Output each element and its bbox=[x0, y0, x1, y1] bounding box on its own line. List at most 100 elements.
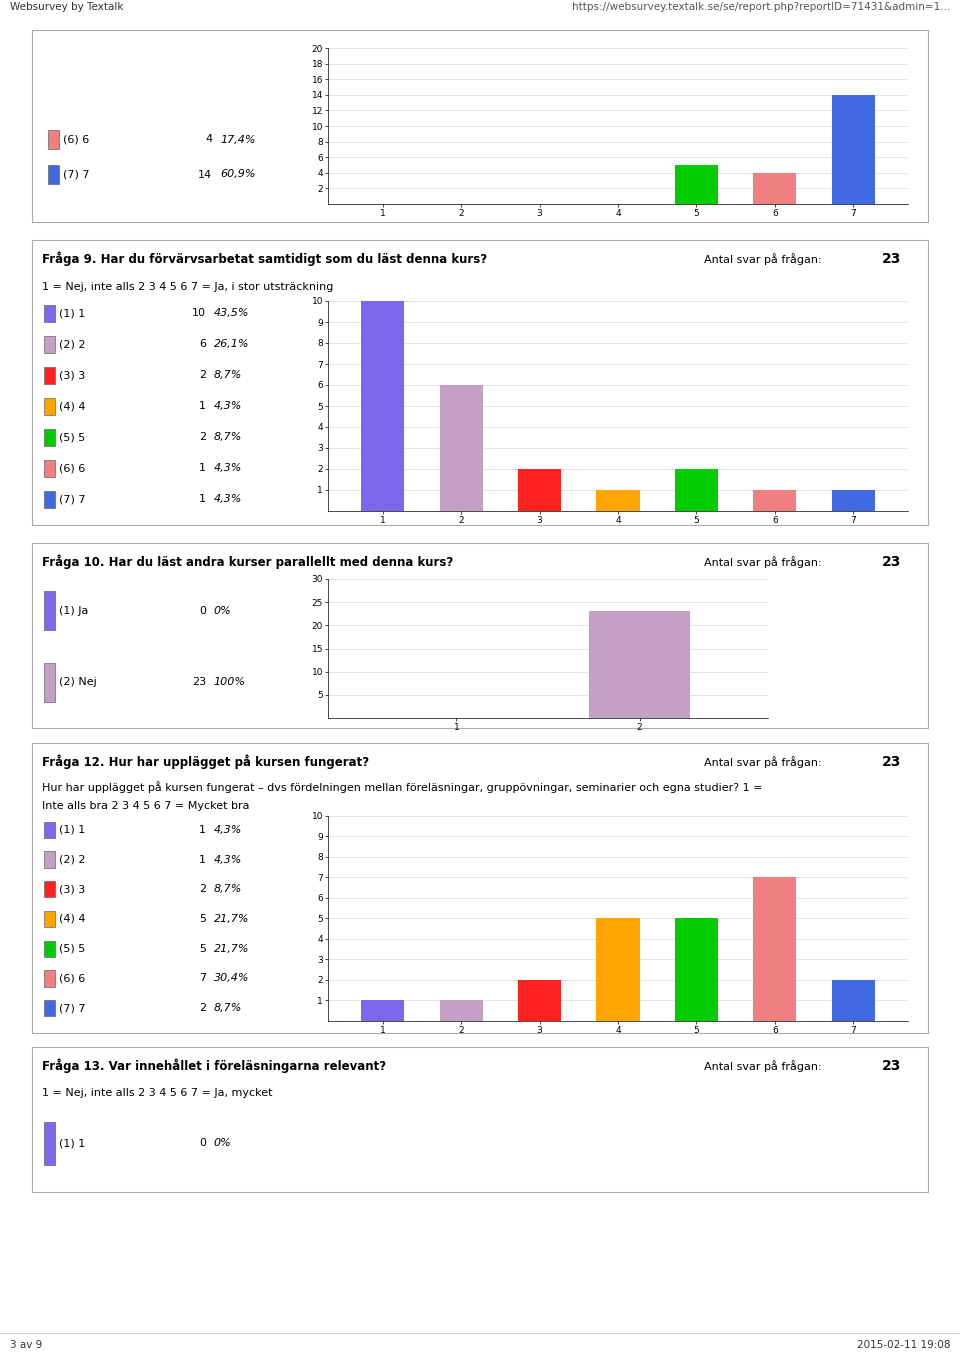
Text: 100%: 100% bbox=[214, 678, 246, 687]
Text: (3) 3: (3) 3 bbox=[59, 885, 85, 894]
Text: 5: 5 bbox=[199, 943, 205, 954]
Text: (5) 5: (5) 5 bbox=[59, 433, 85, 442]
Text: 30,4%: 30,4% bbox=[214, 973, 250, 984]
Text: (3) 3: (3) 3 bbox=[59, 371, 85, 380]
Text: (4) 4: (4) 4 bbox=[59, 402, 85, 411]
Text: 4,3%: 4,3% bbox=[214, 855, 242, 865]
Text: 7: 7 bbox=[199, 973, 205, 984]
Text: Antal svar på frågan:: Antal svar på frågan: bbox=[704, 253, 821, 265]
Bar bbox=[518, 980, 562, 1022]
Bar bbox=[440, 1000, 483, 1022]
Text: Antal svar på frågan:: Antal svar på frågan: bbox=[704, 556, 821, 568]
Text: 43,5%: 43,5% bbox=[214, 308, 250, 318]
Text: 17,4%: 17,4% bbox=[221, 134, 256, 145]
Text: Websurvey by Textalk: Websurvey by Textalk bbox=[10, 1, 123, 12]
Bar bbox=[44, 1000, 55, 1016]
Text: (2) 2: (2) 2 bbox=[59, 855, 85, 865]
Bar bbox=[361, 300, 404, 511]
Text: 23: 23 bbox=[881, 555, 900, 570]
Text: 23: 23 bbox=[881, 252, 900, 267]
Text: (5) 5: (5) 5 bbox=[59, 943, 85, 954]
Text: 23: 23 bbox=[881, 755, 900, 769]
Text: Inte alls bra 2 3 4 5 6 7 = Mycket bra: Inte alls bra 2 3 4 5 6 7 = Mycket bra bbox=[41, 801, 249, 810]
Text: 1: 1 bbox=[199, 464, 205, 474]
Text: 8,7%: 8,7% bbox=[214, 885, 242, 894]
Text: 1: 1 bbox=[199, 855, 205, 865]
Bar bbox=[831, 980, 875, 1022]
Bar bbox=[44, 398, 55, 415]
Text: 5: 5 bbox=[199, 915, 205, 924]
Text: (6) 6: (6) 6 bbox=[59, 464, 85, 474]
Bar bbox=[44, 881, 55, 897]
Bar bbox=[589, 612, 690, 718]
Text: (1) Ja: (1) Ja bbox=[59, 606, 88, 616]
Text: 4: 4 bbox=[205, 134, 212, 145]
Text: 0: 0 bbox=[199, 1138, 205, 1149]
Text: 4,3%: 4,3% bbox=[214, 825, 242, 835]
Text: 2015-02-11 19:08: 2015-02-11 19:08 bbox=[857, 1339, 950, 1350]
Text: 1 = Nej, inte alls 2 3 4 5 6 7 = Ja, i stor utsträckning: 1 = Nej, inte alls 2 3 4 5 6 7 = Ja, i s… bbox=[41, 281, 333, 292]
Text: 2: 2 bbox=[199, 885, 205, 894]
Text: 0: 0 bbox=[199, 606, 205, 616]
Text: 23: 23 bbox=[881, 1059, 900, 1073]
Text: 26,1%: 26,1% bbox=[214, 340, 250, 349]
Text: 8,7%: 8,7% bbox=[214, 433, 242, 442]
Text: 2: 2 bbox=[199, 371, 205, 380]
Bar bbox=[44, 429, 55, 446]
Bar bbox=[44, 491, 55, 507]
Text: (7) 7: (7) 7 bbox=[59, 1003, 85, 1013]
Bar bbox=[44, 821, 55, 838]
Bar bbox=[44, 851, 55, 867]
Text: 8,7%: 8,7% bbox=[214, 1003, 242, 1013]
Bar bbox=[754, 173, 796, 204]
Text: 4,3%: 4,3% bbox=[214, 464, 242, 474]
Bar bbox=[44, 1123, 55, 1165]
Bar bbox=[44, 304, 55, 322]
Bar bbox=[44, 663, 55, 702]
Text: 4,3%: 4,3% bbox=[214, 402, 242, 411]
Text: Antal svar på frågan:: Antal svar på frågan: bbox=[704, 756, 821, 769]
Text: 10: 10 bbox=[192, 308, 205, 318]
Text: 60,9%: 60,9% bbox=[221, 169, 256, 180]
Bar bbox=[754, 878, 796, 1022]
Text: (2) Nej: (2) Nej bbox=[59, 678, 97, 687]
Bar bbox=[44, 911, 55, 927]
Text: 23: 23 bbox=[192, 678, 205, 687]
Text: Hur har upplägget på kursen fungerat – dvs fördelningen mellan föreläsningar, gr: Hur har upplägget på kursen fungerat – d… bbox=[41, 781, 762, 793]
Bar bbox=[675, 165, 718, 204]
Bar bbox=[44, 970, 55, 986]
Text: 3 av 9: 3 av 9 bbox=[10, 1339, 42, 1350]
Text: 2: 2 bbox=[199, 433, 205, 442]
Text: (1) 1: (1) 1 bbox=[59, 1138, 85, 1149]
Bar bbox=[675, 919, 718, 1022]
Text: (4) 4: (4) 4 bbox=[59, 915, 85, 924]
Text: 14: 14 bbox=[199, 169, 212, 180]
Bar bbox=[675, 469, 718, 511]
Bar bbox=[48, 165, 59, 184]
Text: Fråga 9. Har du förvärvsarbetat samtidigt som du läst denna kurs?: Fråga 9. Har du förvärvsarbetat samtidig… bbox=[41, 252, 487, 267]
Text: (1) 1: (1) 1 bbox=[59, 308, 85, 318]
Bar bbox=[48, 130, 59, 149]
Text: 8,7%: 8,7% bbox=[214, 371, 242, 380]
Bar bbox=[518, 469, 562, 511]
Bar bbox=[361, 1000, 404, 1022]
Text: (2) 2: (2) 2 bbox=[59, 340, 85, 349]
Bar bbox=[596, 490, 639, 511]
Text: Fråga 10. Har du läst andra kurser parallellt med denna kurs?: Fråga 10. Har du läst andra kurser paral… bbox=[41, 555, 453, 570]
Bar bbox=[44, 460, 55, 478]
Text: (6) 6: (6) 6 bbox=[59, 973, 85, 984]
Text: (6) 6: (6) 6 bbox=[62, 134, 88, 145]
Bar bbox=[44, 367, 55, 384]
Text: 0%: 0% bbox=[214, 606, 231, 616]
Text: 1: 1 bbox=[199, 825, 205, 835]
Bar bbox=[831, 490, 875, 511]
Bar bbox=[44, 940, 55, 957]
Bar bbox=[44, 591, 55, 630]
Bar bbox=[596, 919, 639, 1022]
Text: 21,7%: 21,7% bbox=[214, 943, 250, 954]
Text: 1 = Nej, inte alls 2 3 4 5 6 7 = Ja, mycket: 1 = Nej, inte alls 2 3 4 5 6 7 = Ja, myc… bbox=[41, 1088, 272, 1099]
Text: (7) 7: (7) 7 bbox=[59, 494, 85, 505]
Text: Antal svar på frågan:: Antal svar på frågan: bbox=[704, 1059, 821, 1072]
Text: (1) 1: (1) 1 bbox=[59, 825, 85, 835]
Bar bbox=[831, 95, 875, 204]
